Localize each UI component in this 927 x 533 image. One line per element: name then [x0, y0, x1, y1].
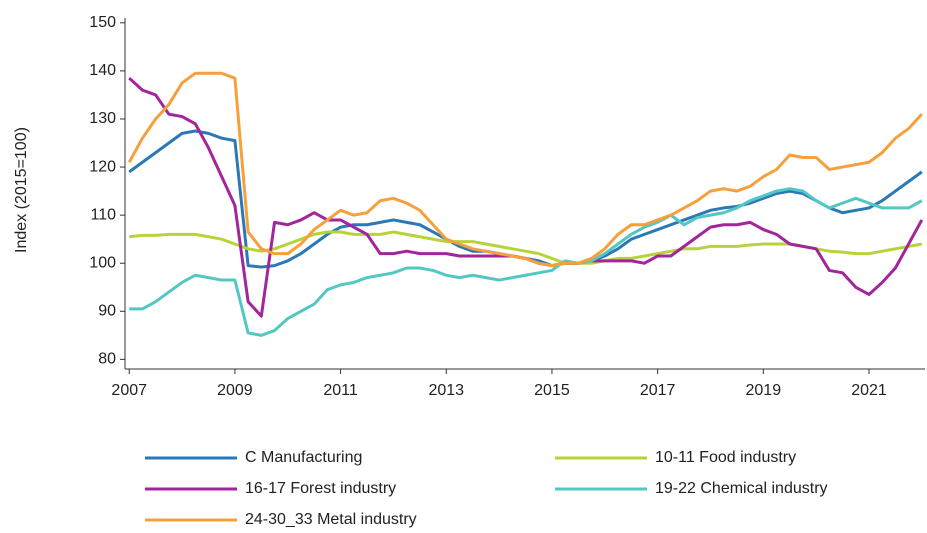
- series-line: [129, 187, 923, 337]
- x-tick-label: 2017: [640, 382, 676, 399]
- x-tick-label: 2009: [217, 382, 253, 399]
- x-tick-label: 2007: [111, 382, 147, 399]
- y-tick-label: 110: [90, 206, 116, 223]
- series-line: [127, 71, 923, 268]
- y-tick-label: 140: [89, 62, 116, 79]
- y-tick-label: 150: [89, 14, 116, 31]
- y-tick-label: 90: [98, 303, 116, 320]
- x-tick-label: 2011: [323, 382, 358, 399]
- y-tick-label: 130: [89, 110, 116, 127]
- x-tick-label: 2019: [746, 382, 782, 399]
- x-tick-label: 2021: [851, 382, 887, 399]
- x-tick-label: 2015: [534, 382, 570, 399]
- x-tick-label: 2013: [428, 382, 464, 399]
- legend-label: 24-30_33 Metal industry: [245, 511, 417, 528]
- y-tick-label: 80: [98, 351, 116, 368]
- legend-label: 10-11 Food industry: [655, 449, 796, 466]
- legend-label: 19-22 Chemical industry: [655, 480, 828, 497]
- series-line: [128, 76, 924, 318]
- y-tick-label: 100: [89, 254, 116, 271]
- legend-label: 16-17 Forest industry: [245, 480, 396, 497]
- y-tick-label: 120: [89, 158, 116, 175]
- y-axis-label: Index (2015=100): [13, 127, 30, 253]
- legend-label: C Manufacturing: [245, 449, 362, 466]
